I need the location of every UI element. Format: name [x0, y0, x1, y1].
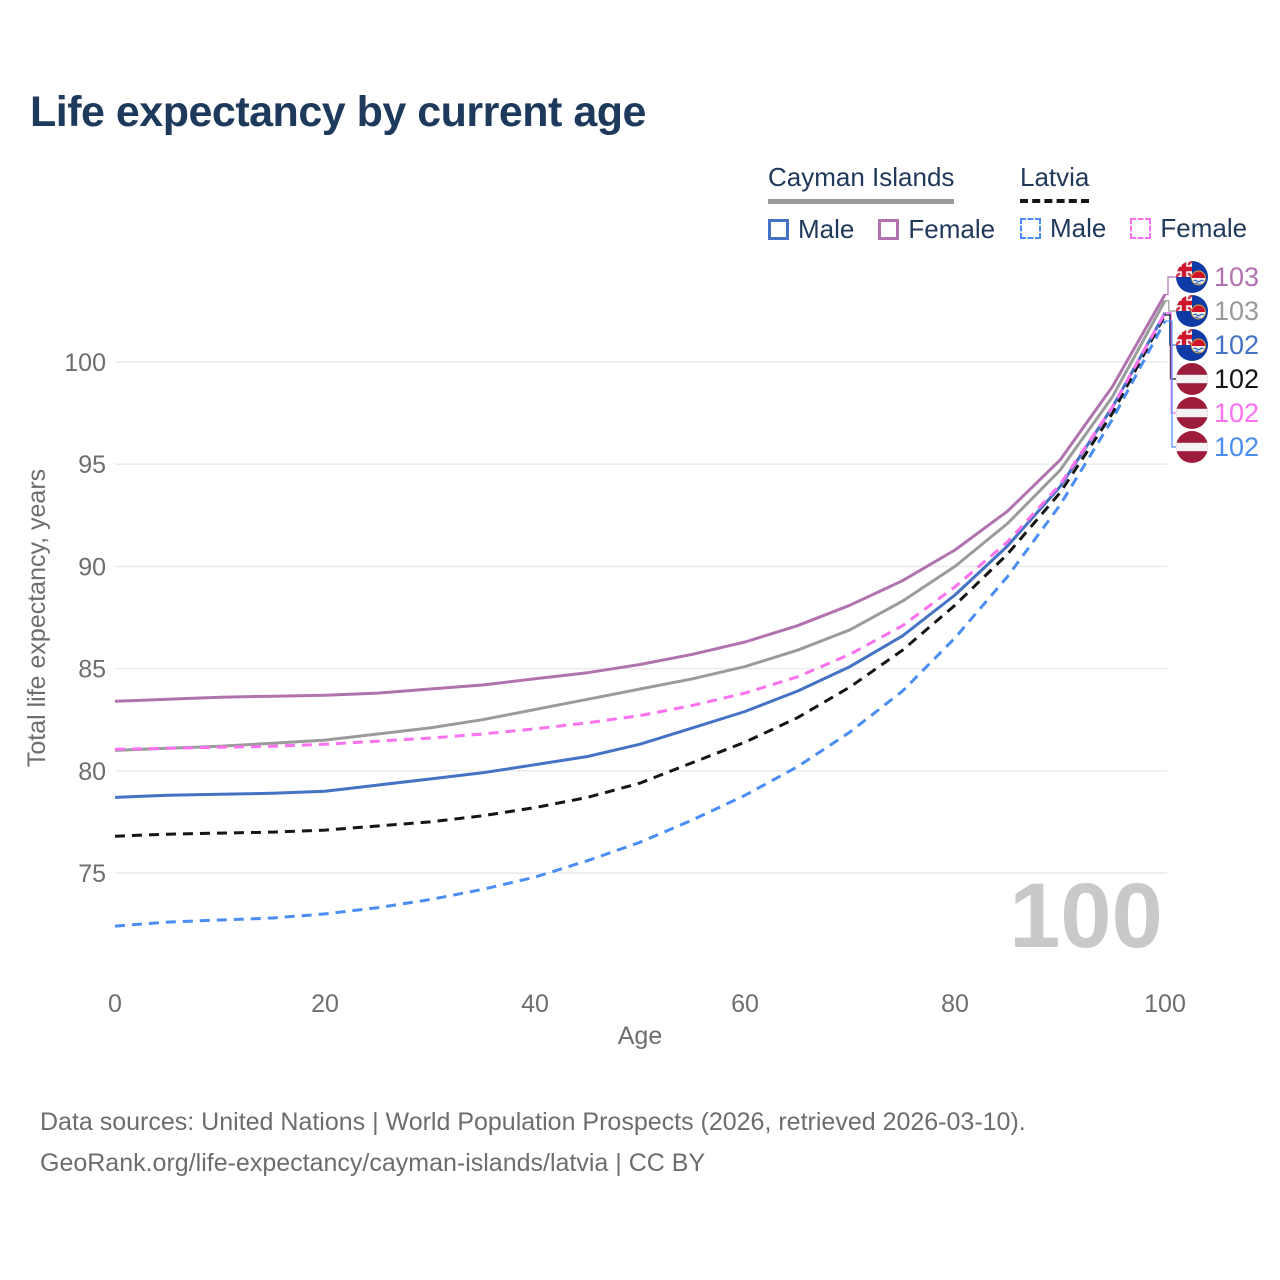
footer: Data sources: United Nations | World Pop… [40, 1102, 1026, 1184]
end-value-label-cayman-islands-male: 102 [1214, 330, 1259, 360]
cayman-female-swatch-icon [878, 219, 900, 240]
line-latvia-female[interactable] [114, 312, 1167, 751]
legend-group-latvia: Latvia Male Female [1020, 162, 1247, 244]
legend-item-latvia-male[interactable]: Male [1020, 213, 1106, 244]
legend-label-cayman-male: Male [798, 214, 855, 244]
end-value-label-latvia-both-sexes: 102 [1214, 364, 1259, 394]
y-tick-label: 75 [78, 860, 106, 888]
line-latvia-both-sexes[interactable] [114, 314, 1167, 838]
end-value-label-cayman-islands-both-sexes: 103 [1214, 296, 1259, 326]
cayman-flag-icon [1176, 329, 1208, 361]
leader-line [1165, 312, 1176, 414]
y-tick-label: 95 [78, 451, 106, 479]
legend-label-latvia-male: Male [1050, 213, 1107, 243]
page-title: Life expectancy by current age [30, 88, 646, 136]
leader-line [1165, 314, 1176, 380]
age-watermark: 100 [1009, 865, 1163, 967]
x-axis-title: Age [618, 1022, 662, 1050]
x-tick-label: 0 [108, 990, 122, 1018]
legend-items-cayman: Male Female [768, 214, 995, 245]
legend-item-cayman-female[interactable]: Female [878, 214, 995, 245]
legend-country-latvia: Latvia [1020, 162, 1090, 203]
legend-items-latvia: Male Female [1020, 213, 1247, 244]
y-axis-title: Total life expectancy, years [23, 469, 51, 767]
leader-line [1165, 320, 1176, 448]
latvia-male-swatch-icon [1020, 218, 1041, 239]
x-tick-label: 60 [731, 990, 759, 1018]
legend-item-latvia-female[interactable]: Female [1130, 213, 1247, 244]
x-tick-label: 40 [521, 990, 549, 1018]
latvia-female-swatch-icon [1130, 218, 1152, 239]
latvia-flag-icon [1176, 363, 1208, 395]
end-value-label-cayman-islands-female: 103 [1214, 262, 1259, 292]
end-value-label-latvia-female: 102 [1214, 398, 1259, 428]
latvia-flag-icon [1176, 431, 1208, 463]
legend-country-cayman-islands: Cayman Islands [768, 162, 955, 204]
x-tick-label: 20 [311, 990, 339, 1018]
y-tick-label: 85 [78, 656, 106, 684]
legend-label-latvia-female: Female [1160, 213, 1248, 243]
y-tick-label: 100 [64, 349, 106, 377]
line-cayman-islands-both-sexes[interactable] [114, 299, 1167, 752]
line-cayman-islands-male[interactable] [114, 312, 1167, 799]
line-chart: 75 80 85 90 95 100 0 20 40 60 80 100 Age Total life e… [23, 261, 1259, 1050]
y-tick-label: 90 [78, 553, 106, 581]
cayman-male-swatch-icon [768, 219, 789, 240]
y-tick-label: 80 [78, 758, 106, 786]
leader-line [1165, 276, 1176, 296]
cayman-flag-icon [1176, 295, 1208, 327]
latvia-flag-icon [1176, 397, 1208, 429]
data-sources-line: Data sources: United Nations | World Pop… [40, 1108, 1026, 1136]
end-value-label-latvia-male: 102 [1214, 432, 1259, 462]
legend-group-cayman-islands: Cayman Islands Male Female [768, 162, 995, 245]
leader-line [1165, 300, 1176, 312]
x-tick-label: 100 [1144, 990, 1186, 1018]
legend-label-cayman-female: Female [908, 214, 996, 244]
cayman-flag-icon [1176, 261, 1208, 293]
legend-item-cayman-male[interactable]: Male [768, 214, 854, 245]
line-latvia-male[interactable] [114, 320, 1167, 928]
line-cayman-islands-female[interactable] [114, 293, 1167, 703]
attribution-line: GeoRank.org/life-expectancy/cayman-islan… [40, 1149, 706, 1177]
x-tick-label: 80 [941, 990, 969, 1018]
